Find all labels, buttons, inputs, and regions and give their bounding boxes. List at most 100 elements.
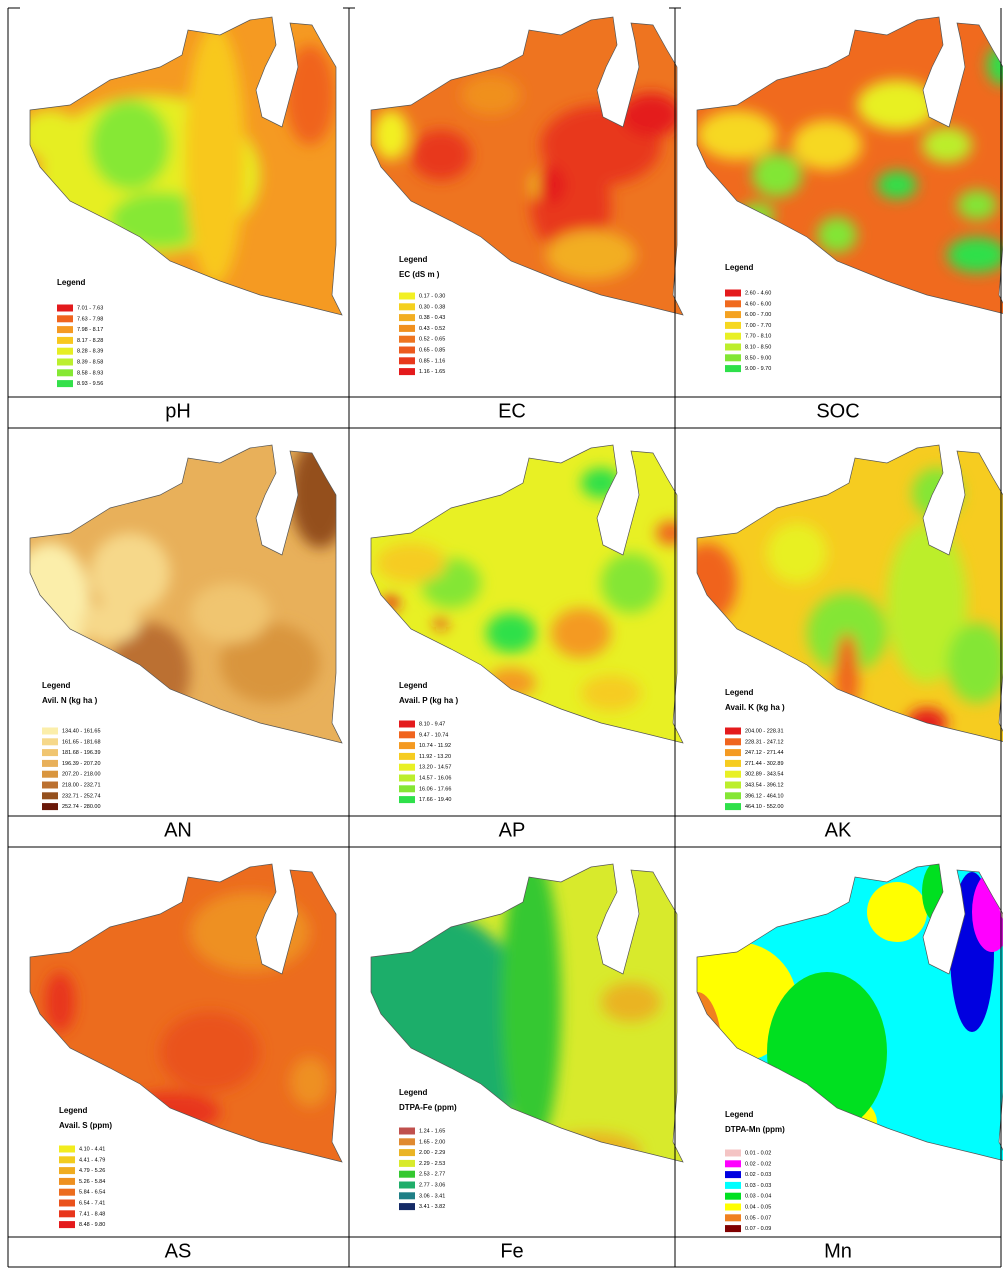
caption: AN xyxy=(164,819,192,841)
map-boundary xyxy=(696,863,1003,1161)
map-zones xyxy=(373,75,681,280)
map-zone xyxy=(30,543,90,663)
legend-label: 8.28 - 8.39 xyxy=(77,349,103,355)
map-zone xyxy=(486,613,536,653)
legend-swatch xyxy=(399,1181,415,1189)
map-zone xyxy=(536,165,566,205)
legend-label: 0.43 - 0.52 xyxy=(419,326,445,332)
legend-swatch xyxy=(725,792,741,800)
legend-swatch xyxy=(42,781,58,789)
legend-swatch xyxy=(59,1167,75,1175)
legend-swatch xyxy=(399,763,415,771)
map-zone xyxy=(90,100,170,190)
map-zone xyxy=(185,25,245,285)
legend-swatch xyxy=(399,1192,415,1200)
legend-label: 0.52 - 0.65 xyxy=(419,337,445,343)
legend-label: 5.84 - 6.54 xyxy=(79,1190,105,1196)
panel: Legend Avail. K (kg ha ) 204.00 - 228.31 22… xyxy=(696,444,1003,811)
map-zone xyxy=(752,153,802,197)
legend-label: 9.47 - 10.74 xyxy=(419,732,448,738)
legend-label: 11.92 - 13.20 xyxy=(419,754,451,760)
legend-label: 0.03 - 0.03 xyxy=(745,1183,771,1189)
legend-swatch xyxy=(57,369,73,377)
map-zone xyxy=(947,237,1003,273)
map-zone xyxy=(887,523,967,683)
legend-swatch xyxy=(42,749,58,757)
legend-label: 4.10 - 4.41 xyxy=(79,1146,105,1152)
legend-label: 2.77 - 3.06 xyxy=(419,1182,445,1188)
legend-heading: Legend xyxy=(59,1106,88,1115)
legend-label: 343.54 - 396.12 xyxy=(745,782,784,788)
legend-swatch xyxy=(57,315,73,323)
legend-swatch xyxy=(399,1149,415,1157)
legend-swatch xyxy=(399,357,415,365)
legend-label: 464.10 - 552.00 xyxy=(745,804,784,810)
legend-swatch xyxy=(725,770,741,778)
legend-label: 8.93 - 9.56 xyxy=(77,381,103,387)
legend-label: 0.04 - 0.05 xyxy=(745,1204,771,1210)
legend-swatch xyxy=(725,1181,741,1189)
caption: SOC xyxy=(816,400,859,422)
legend-subtitle: Avil. N (kg ha ) xyxy=(42,696,98,705)
legend-swatch xyxy=(725,311,741,319)
map-zone xyxy=(220,623,320,703)
map-zone xyxy=(435,617,447,629)
legend-swatch xyxy=(725,749,741,757)
map-zone xyxy=(190,583,270,643)
legend-label: 0.01 - 0.02 xyxy=(745,1150,771,1156)
legend-label: 0.38 - 0.43 xyxy=(419,315,445,321)
panel: Legend 2.60 - 4.60 4.60 - 6.00 6.00 - 7.00 7… xyxy=(696,16,1003,373)
map-zone xyxy=(739,203,775,227)
legend-label: 0.07 - 0.09 xyxy=(745,1226,771,1232)
legend-swatch xyxy=(725,343,741,351)
map-zone xyxy=(546,230,636,280)
legend-swatch xyxy=(57,336,73,344)
map-zone xyxy=(601,982,661,1022)
legend-label: 0.02 - 0.02 xyxy=(745,1161,771,1167)
legend-subtitle: DTPA-Mn (ppm) xyxy=(725,1125,785,1134)
map-zone xyxy=(383,1046,399,1058)
caption: pH xyxy=(165,400,191,422)
legend-label: 3.06 - 3.41 xyxy=(419,1193,445,1199)
map-zone xyxy=(957,190,997,220)
legend-label: 228.31 - 247.12 xyxy=(745,739,784,745)
map-zone xyxy=(290,1057,330,1107)
map-zone xyxy=(30,110,80,160)
map-zone xyxy=(376,543,446,583)
legend-swatch xyxy=(399,1127,415,1135)
legend-swatch xyxy=(42,770,58,778)
legend-label: 13.20 - 14.57 xyxy=(419,765,451,771)
legend-swatch xyxy=(399,1170,415,1178)
legend-label: 0.30 - 0.38 xyxy=(419,304,445,310)
legend-label: 7.98 - 8.17 xyxy=(77,327,103,333)
legend-heading: Legend xyxy=(57,278,86,287)
legend-swatch xyxy=(57,358,73,366)
legend-label: 0.85 - 1.16 xyxy=(419,358,445,364)
map-zones xyxy=(697,45,1003,273)
map-zone xyxy=(656,521,683,545)
legend-swatch xyxy=(725,1225,741,1233)
legend-label: 6.54 - 7.41 xyxy=(79,1200,105,1206)
legend-label: 8.48 - 9.80 xyxy=(79,1222,105,1228)
legend-label: 5.26 - 5.84 xyxy=(79,1179,105,1185)
legend-label: 10.74 - 11.92 xyxy=(419,743,451,749)
map-zone xyxy=(922,127,972,163)
legend-label: 4.79 - 5.26 xyxy=(79,1168,105,1174)
map-zone xyxy=(120,1092,220,1132)
map-zone xyxy=(285,45,335,145)
legend-swatch xyxy=(725,759,741,767)
legend-label: 134.40 - 161.65 xyxy=(62,728,101,734)
panel: Legend EC (dS m ) 0.17 - 0.30 0.30 - 0.38 0.… xyxy=(370,16,684,376)
map-zone xyxy=(581,675,641,711)
legend-swatch xyxy=(59,1221,75,1229)
legend-swatch xyxy=(399,303,415,311)
legend-swatch xyxy=(59,1188,75,1196)
legend-label: 302.89 - 343.54 xyxy=(745,772,784,778)
map-zone xyxy=(290,445,342,548)
map-zone xyxy=(411,130,471,180)
caption: Fe xyxy=(500,1240,523,1262)
map-zone xyxy=(857,80,937,130)
panel: Legend Avil. N (kg ha ) 134.40 - 161.65 161… xyxy=(29,444,343,811)
map-zone xyxy=(541,1132,641,1162)
legend-label: 0.17 - 0.30 xyxy=(419,293,445,299)
